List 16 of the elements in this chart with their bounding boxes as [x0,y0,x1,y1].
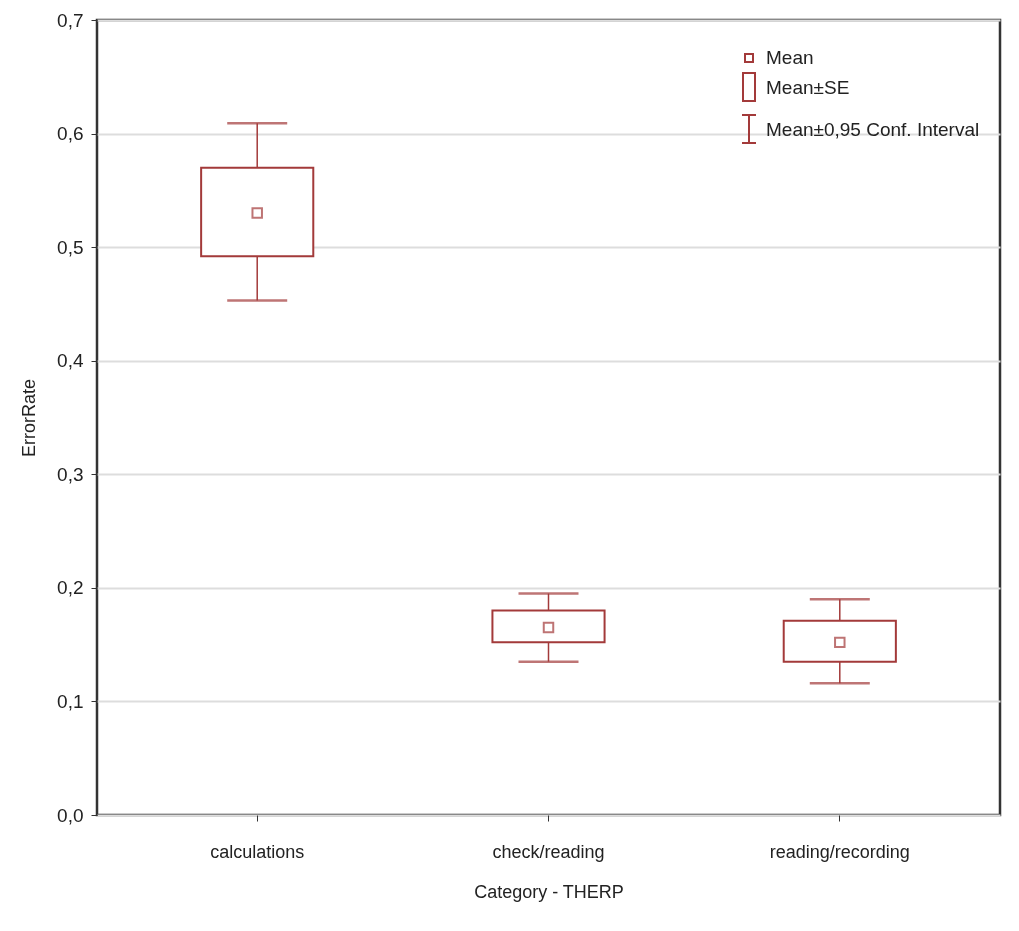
x-axis-title: Category - THERP [474,881,624,902]
y-tick-label: 0,3 [57,463,84,485]
x-tick-label: check/reading [492,841,605,862]
y-tick-label: 0,5 [57,236,84,258]
y-tick-label: 0,4 [57,350,84,372]
y-tick-label: 0,2 [57,577,84,599]
y-tick-label: 0,6 [57,123,84,145]
annotation: Mean [766,47,814,68]
x-tick-label: calculations [210,841,305,862]
annotation: Mean±SE [766,76,850,98]
annotation: Mean±0,95 Conf. Interval [766,118,980,140]
y-tick-label: 0,1 [57,690,84,712]
y-tick-label: 0,7 [57,9,84,31]
y-axis-title: ErrorRate [19,378,40,458]
y-tick-label: 0,0 [57,804,84,826]
x-tick-label: reading/recording [769,841,910,862]
